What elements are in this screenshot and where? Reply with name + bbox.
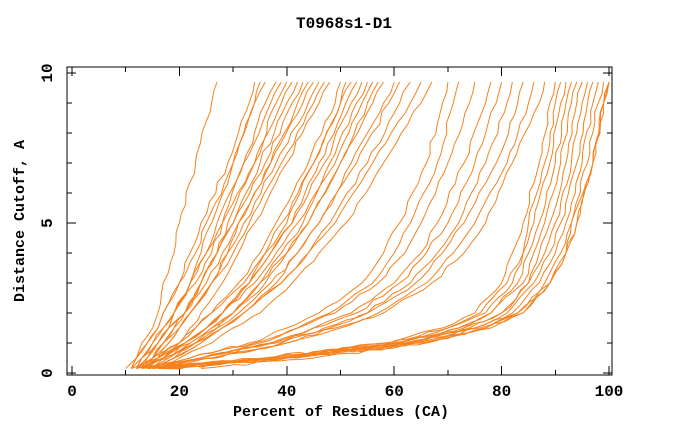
- series-line: [157, 81, 433, 369]
- x-tick-label: 100: [595, 383, 624, 401]
- series-line: [141, 81, 384, 369]
- series-line: [130, 81, 352, 369]
- series-line: [136, 81, 341, 369]
- series-line: [147, 81, 588, 369]
- y-tick-label: 5: [39, 218, 57, 228]
- series-line: [157, 81, 594, 370]
- axis-ticks: [67, 67, 612, 375]
- series-line: [147, 81, 546, 369]
- series-line: [152, 81, 331, 369]
- x-tick-label: 60: [385, 383, 404, 401]
- y-tick-label: 10: [39, 63, 57, 82]
- series-line: [152, 81, 368, 369]
- x-tick-label: 20: [170, 383, 189, 401]
- series-line: [147, 81, 492, 369]
- series-line: [125, 81, 266, 369]
- series-line: [130, 81, 293, 369]
- series-line: [135, 81, 315, 369]
- series-line: [147, 81, 411, 369]
- series-line: [136, 81, 476, 369]
- series-line: [152, 81, 578, 369]
- y-axis-label: Distance Cutoff, A: [12, 140, 29, 302]
- series-line: [163, 81, 605, 370]
- x-tick-label: 40: [277, 383, 296, 401]
- series-line: [130, 81, 218, 369]
- series-line: [141, 81, 325, 369]
- y-tick-label: 0: [39, 368, 57, 378]
- series-line: [141, 81, 363, 369]
- series-line: [136, 81, 277, 369]
- axis-tick-labels: 0 20 40 60 80 100 0 5 10: [39, 63, 623, 401]
- x-tick-label: 0: [67, 383, 77, 401]
- series-line: [136, 81, 374, 369]
- x-axis-label: Percent of Residues (CA): [233, 404, 449, 421]
- x-tick-label: 80: [492, 383, 511, 401]
- series-lines: [125, 81, 610, 370]
- series-line: [152, 81, 535, 369]
- series-line: [136, 81, 304, 369]
- series-line: [147, 81, 503, 369]
- plot-frame: [66, 66, 613, 376]
- series-line: [141, 81, 449, 369]
- series-line: [152, 81, 395, 369]
- series-line: [141, 81, 422, 369]
- series-line: [141, 81, 298, 369]
- series-line: [168, 81, 610, 370]
- chart-title: T0968s1-D1: [296, 15, 392, 33]
- series-line: [200, 81, 610, 369]
